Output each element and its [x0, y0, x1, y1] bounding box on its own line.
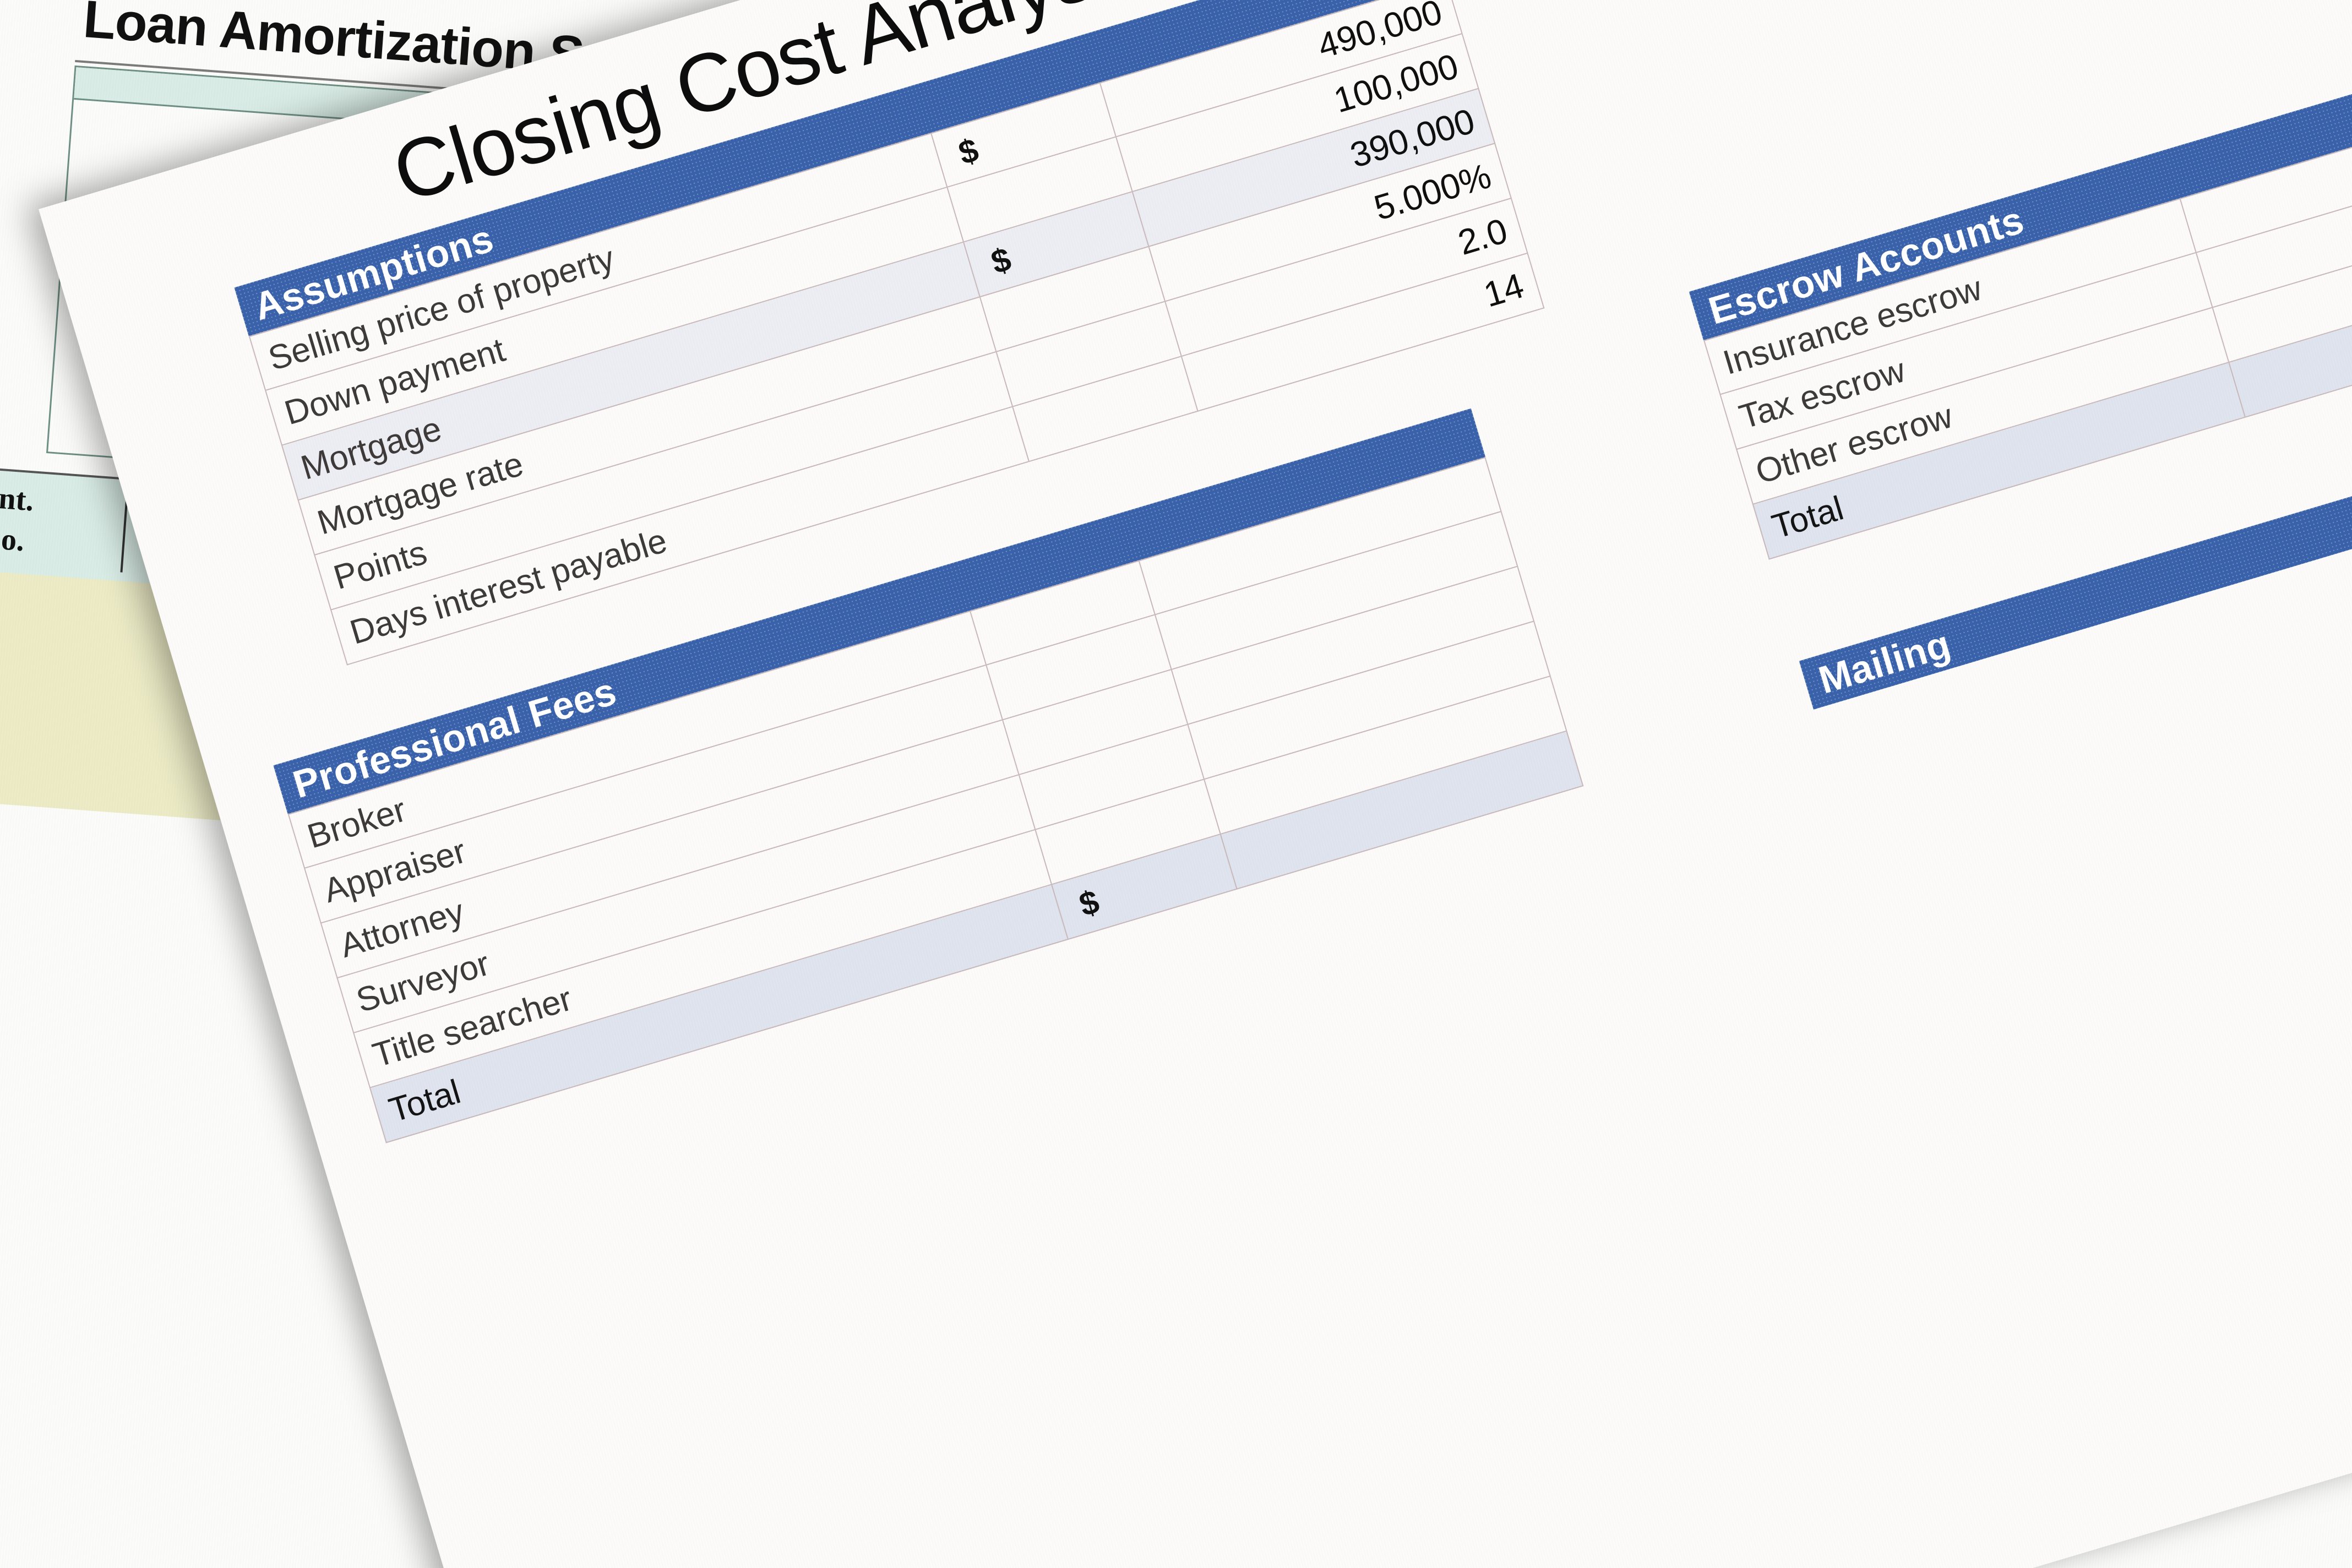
- cell-divider: [986, 665, 1003, 720]
- cell-divider: [1187, 725, 1205, 779]
- cell-divider: [930, 133, 948, 187]
- closing-cost-analysis-sheet: Closing Cost Analysis Assumptions Sellin…: [39, 0, 2352, 1568]
- row-label: Total: [384, 1072, 465, 1130]
- currency-symbol: $: [954, 131, 983, 172]
- cell-divider: [963, 242, 981, 297]
- cell-divider: [1204, 780, 1221, 834]
- cell-divider: [2196, 253, 2213, 307]
- cell-divider: [1012, 407, 1030, 461]
- row-value: 14: [1479, 265, 1528, 315]
- cell-divider: [1035, 830, 1052, 884]
- cell-divider: [970, 611, 987, 665]
- cell-divider: [1220, 834, 1238, 889]
- cell-divider: [995, 352, 1013, 406]
- cell-divider: [1164, 302, 1182, 356]
- cell-divider: [1155, 615, 1172, 669]
- cell-divider: [979, 297, 997, 352]
- cell-divider: [1018, 775, 1036, 830]
- cell-divider: [1170, 669, 1188, 725]
- cell-divider: [1002, 720, 1020, 775]
- cell-divider: [1139, 561, 1156, 614]
- cell-divider: [1099, 83, 1117, 137]
- column-header-no: o.: [0, 522, 26, 558]
- cell-divider: [1115, 137, 1133, 192]
- cell-divider: [1051, 885, 1069, 939]
- section-header-mailing-label: Mailing: [1814, 622, 1956, 702]
- row-value: 2.0: [1453, 210, 1512, 263]
- cell-divider: [2212, 308, 2229, 362]
- row-label: Total: [1767, 489, 1848, 547]
- column-header-int: nt.: [0, 481, 35, 518]
- currency-symbol: $: [1075, 883, 1103, 924]
- cell-divider: [2180, 199, 2197, 253]
- cell-divider: [1132, 192, 1150, 247]
- currency-symbol: $: [987, 240, 1015, 281]
- cell-divider: [1181, 356, 1199, 411]
- cell-divider: [946, 187, 964, 242]
- cell-divider: [2228, 362, 2246, 417]
- cell-divider: [1148, 247, 1166, 301]
